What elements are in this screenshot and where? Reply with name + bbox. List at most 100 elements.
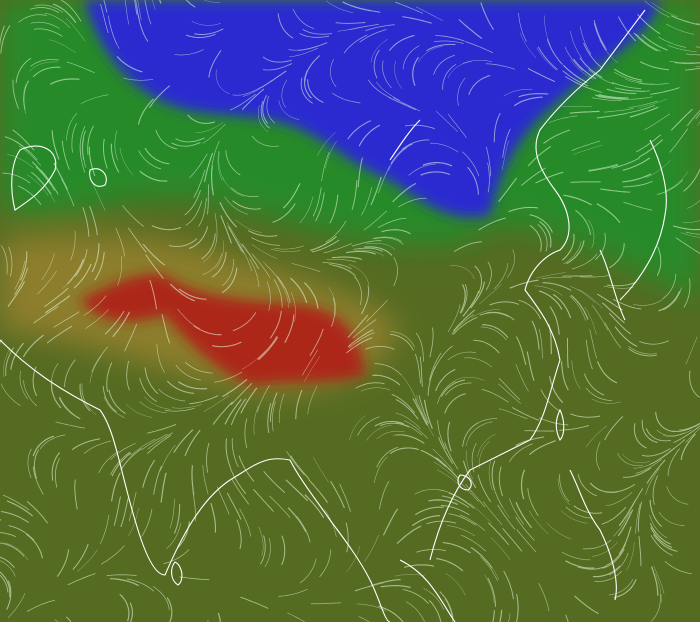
streamline: [602, 548, 625, 569]
streamline: [638, 139, 664, 158]
streamline: [32, 435, 55, 457]
streamline: [147, 432, 173, 450]
streamline: [307, 79, 324, 103]
streamline: [570, 31, 583, 59]
streamline: [277, 13, 294, 39]
streamline: [646, 159, 671, 178]
streamline: [31, 171, 52, 195]
streamline: [285, 479, 308, 502]
streamline: [374, 420, 404, 427]
streamline: [103, 0, 108, 13]
streamline: [335, 22, 366, 24]
streamline: [129, 602, 133, 622]
streamline: [220, 215, 232, 244]
streamline: [666, 486, 689, 505]
streamline: [50, 362, 59, 392]
streamline: [515, 501, 533, 529]
streamline: [138, 150, 162, 170]
streamline: [23, 380, 38, 407]
streamline: [372, 236, 402, 242]
streamline: [79, 143, 86, 174]
streamline: [360, 387, 391, 392]
streamline: [44, 295, 71, 314]
streamline: [683, 168, 700, 192]
coastline-korea-japan: [599, 139, 667, 321]
streamline: [402, 45, 420, 70]
streamline: [171, 404, 202, 409]
streamline: [418, 394, 429, 424]
streamline: [94, 252, 105, 281]
streamline: [251, 135, 279, 147]
streamline: [136, 5, 145, 35]
streamline: [236, 519, 242, 550]
streamline: [392, 434, 422, 442]
streamline: [270, 392, 278, 422]
streamline: [389, 447, 419, 455]
streamline: [435, 35, 465, 42]
streamline: [373, 49, 380, 79]
streamline: [455, 376, 485, 381]
streamline: [89, 205, 98, 236]
streamline: [395, 1, 424, 14]
streamline: [605, 492, 633, 507]
streamline: [258, 336, 279, 361]
streamline: [269, 310, 282, 339]
streamline: [211, 165, 214, 196]
streamline: [404, 420, 429, 439]
streamline: [529, 225, 542, 252]
streamline: [561, 233, 575, 261]
streamline: [652, 475, 659, 505]
streamline: [0, 532, 16, 538]
streamline: [570, 286, 596, 303]
streamline: [326, 259, 357, 263]
streamline: [570, 181, 601, 183]
streamline: [179, 576, 210, 581]
streamline: [459, 284, 466, 314]
streamline: [561, 106, 592, 108]
streamline: [499, 408, 528, 420]
streamline: [232, 86, 262, 96]
streamline: [442, 541, 471, 554]
streamline: [637, 13, 661, 35]
coastline-aral: [89, 168, 107, 187]
streamline: [222, 378, 248, 398]
streamline: [382, 508, 399, 536]
streamline: [537, 46, 558, 71]
streamline: [108, 389, 126, 415]
streamline: [521, 167, 546, 186]
streamline: [269, 495, 291, 518]
streamline: [603, 285, 634, 289]
streamline: [489, 301, 519, 306]
streamline: [444, 393, 466, 414]
streamline: [178, 288, 207, 300]
streamline: [432, 448, 454, 471]
streamline: [287, 507, 307, 533]
streamline: [361, 187, 373, 216]
streamline: [65, 18, 86, 42]
streamline: [339, 483, 351, 513]
streamline: [65, 616, 72, 622]
streamline: [636, 33, 661, 52]
streamline: [61, 178, 75, 207]
streamline: [671, 15, 700, 26]
streamline: [201, 233, 216, 260]
streamline: [103, 138, 108, 169]
streamline: [29, 61, 58, 72]
streamline: [649, 499, 663, 528]
streamline: [570, 413, 601, 418]
streamline: [202, 253, 223, 275]
streamline: [434, 345, 453, 370]
streamline: [442, 64, 457, 90]
streamline: [658, 512, 685, 526]
streamline: [376, 430, 405, 440]
streamline: [552, 293, 572, 319]
streamline: [531, 320, 540, 350]
streamline: [207, 184, 210, 215]
streamline: [609, 243, 625, 269]
streamline: [100, 3, 109, 34]
streamline: [291, 262, 321, 273]
streamline: [230, 187, 259, 197]
streamline: [225, 438, 231, 468]
streamline: [566, 337, 569, 369]
